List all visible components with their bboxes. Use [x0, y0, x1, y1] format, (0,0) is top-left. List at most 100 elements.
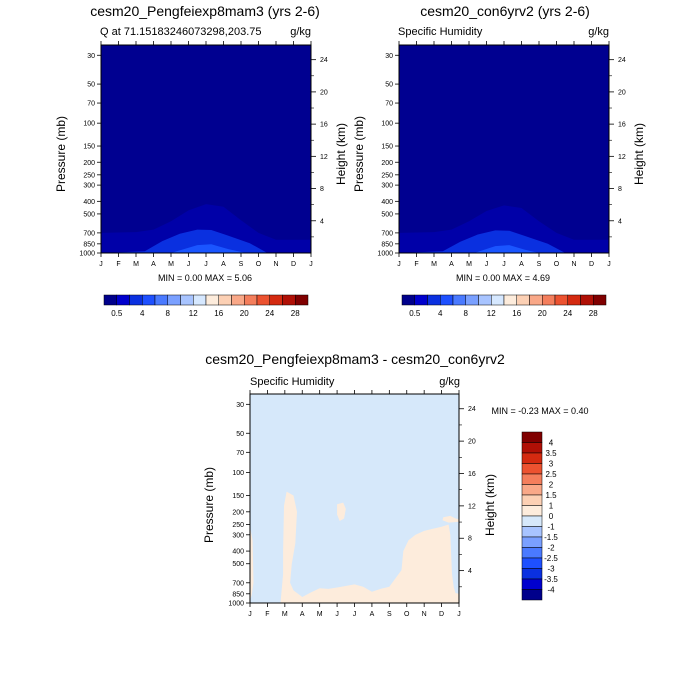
colorbar-swatch [269, 294, 283, 306]
colorbar-swatch [231, 294, 245, 306]
y-tick-label: 70 [236, 450, 244, 457]
y-tick-label: 100 [381, 121, 393, 128]
colorbar-swatch [116, 294, 130, 306]
x-tick-label: J [457, 611, 461, 618]
x-tick-label: F [414, 261, 418, 268]
y-tick-label: 150 [83, 144, 95, 151]
colorbar-swatch [521, 568, 543, 580]
panel-experiment: cesm20_Pengfeiexp8mam3 (yrs 2-6) Q at 71… [54, 3, 348, 318]
plot-area [101, 45, 311, 253]
colorbar-swatch [167, 294, 181, 306]
contour-fill-2 [171, 244, 247, 253]
panel-control-subtitle-left: Specific Humidity [398, 26, 483, 38]
x-tick-label: M [431, 261, 437, 268]
x-tick-label: D [291, 261, 296, 268]
panel-difference-ylabel-right: Height (km) [483, 474, 497, 536]
x-tick-label: A [519, 261, 524, 268]
y-tick-label: 1000 [377, 251, 393, 258]
colorbar-label: -3 [547, 565, 555, 574]
height-tick-label: 20 [618, 89, 626, 96]
x-tick-label: J [99, 261, 103, 268]
y-tick-label: 500 [381, 211, 393, 218]
height-tick-label: 24 [320, 57, 328, 64]
x-tick-label: S [387, 611, 392, 618]
colorbar-label: 0.5 [409, 309, 421, 318]
contour-fill-0 [101, 204, 311, 253]
x-tick-label: J [397, 261, 401, 268]
x-tick-label: M [282, 611, 288, 618]
x-tick-label: M [317, 611, 323, 618]
colorbar-swatch [401, 294, 415, 306]
colorbar-swatch [516, 294, 530, 306]
y-tick-label: 300 [232, 532, 244, 539]
x-tick-label: A [370, 611, 375, 618]
colorbar-label: -1.5 [544, 533, 558, 542]
y-tick-label: 700 [83, 230, 95, 237]
colorbar-label: -2 [547, 544, 555, 553]
colorbar-label: 0.5 [111, 309, 123, 318]
panel-experiment-stats: MIN = 0.00 MAX = 5.06 [158, 273, 252, 283]
colorbar-swatch [440, 294, 454, 306]
plot-area [399, 45, 609, 253]
x-tick-label: M [133, 261, 139, 268]
y-tick-label: 200 [83, 160, 95, 167]
panel-control-stats: MIN = 0.00 MAX = 4.69 [456, 273, 550, 283]
x-tick-label: D [439, 611, 444, 618]
y-tick-label: 250 [83, 172, 95, 179]
colorbar-swatch [521, 547, 543, 559]
colorbar-swatch [142, 294, 156, 306]
x-tick-label: O [256, 261, 262, 268]
colorbar-swatch [521, 589, 543, 601]
y-tick-label: 50 [385, 82, 393, 89]
colorbar-label: 4 [549, 439, 554, 448]
y-tick-label: 300 [83, 183, 95, 190]
x-tick-label: A [221, 261, 226, 268]
colorbar-swatch [567, 294, 581, 306]
x-tick-label: A [449, 261, 454, 268]
colorbar-swatch [521, 473, 543, 485]
colorbar-swatch [452, 294, 466, 306]
positive-region-0 [250, 526, 254, 601]
x-tick-label: F [265, 611, 269, 618]
colorbar-label: 20 [538, 309, 547, 318]
height-tick-label: 8 [320, 186, 324, 193]
colorbar-swatch [521, 452, 543, 464]
colorbar-label: 28 [589, 309, 598, 318]
colorbar-label: 24 [563, 309, 572, 318]
y-tick-label: 500 [83, 211, 95, 218]
colorbar-swatch [521, 442, 543, 454]
panel-difference-title: cesm20_Pengfeiexp8mam3 - cesm20_con6yrv2 [205, 351, 505, 367]
x-tick-label: J [502, 261, 506, 268]
x-tick-label: J [335, 611, 339, 618]
x-tick-label: D [589, 261, 594, 268]
colorbar-swatch [521, 526, 543, 538]
height-tick-label: 20 [320, 89, 328, 96]
colorbar-swatch [154, 294, 168, 306]
y-tick-label: 30 [87, 53, 95, 60]
y-tick-label: 150 [232, 493, 244, 500]
colorbar-swatch [554, 294, 568, 306]
colorbar-swatch [521, 557, 543, 569]
height-tick-label: 12 [320, 154, 328, 161]
panel-experiment-title: cesm20_Pengfeiexp8mam3 (yrs 2-6) [90, 3, 320, 19]
colorbar-swatch [521, 515, 543, 527]
y-tick-label: 50 [87, 82, 95, 89]
x-tick-label: J [248, 611, 252, 618]
colorbar-label: 1.5 [545, 491, 557, 500]
colorbar-label: 16 [214, 309, 223, 318]
x-tick-label: N [571, 261, 576, 268]
y-tick-label: 100 [232, 470, 244, 477]
x-tick-label: M [466, 261, 472, 268]
x-tick-label: J [187, 261, 191, 268]
y-tick-label: 300 [381, 183, 393, 190]
y-tick-label: 400 [232, 549, 244, 556]
y-tick-label: 1000 [228, 601, 244, 608]
height-tick-label: 16 [468, 471, 476, 478]
colorbar-label: 3.5 [545, 449, 557, 458]
colorbar-swatch [503, 294, 517, 306]
panel-experiment-ylabel: Pressure (mb) [54, 116, 68, 192]
x-tick-label: J [204, 261, 208, 268]
colorbar-swatch [521, 505, 543, 517]
colorbar-swatch [244, 294, 258, 306]
contour-fill-1 [399, 230, 566, 253]
